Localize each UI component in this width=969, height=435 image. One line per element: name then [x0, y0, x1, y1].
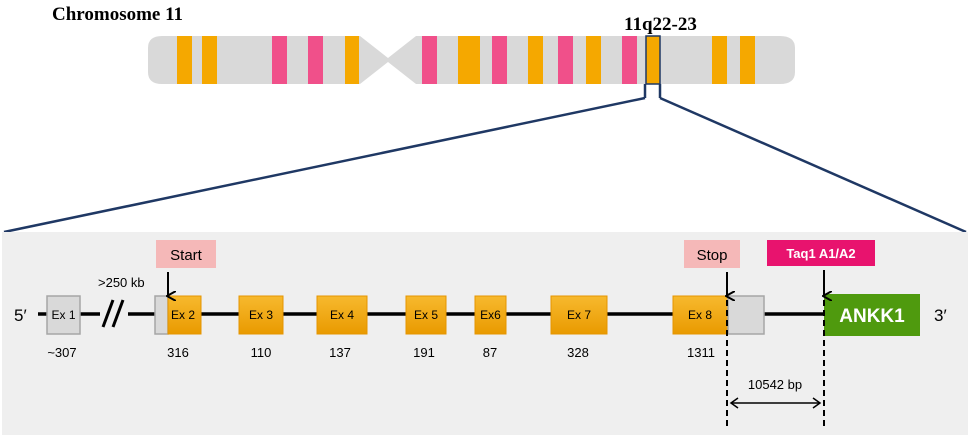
distance-label: 10542 bp	[748, 377, 802, 392]
exon-label: Ex 3	[249, 308, 273, 322]
band	[422, 36, 437, 84]
band	[272, 36, 287, 84]
ankk1-label: ANKK1	[839, 306, 905, 327]
chromosome-bands	[177, 35, 755, 85]
exon-size: 1311	[687, 345, 715, 360]
band	[458, 36, 480, 84]
exon-label: Ex 7	[567, 308, 591, 322]
zoom-lines	[3, 84, 967, 234]
band	[202, 36, 217, 84]
exon-label: Ex 4	[330, 308, 354, 322]
exon-4: Ex 4 137	[316, 295, 368, 360]
band	[740, 36, 755, 84]
chromosome-ideogram	[148, 35, 795, 85]
exon-size: 110	[251, 345, 272, 360]
gap-label: >250 kb	[98, 275, 145, 290]
exon-size: 328	[567, 345, 589, 360]
exon-2: Ex 2 316	[154, 295, 202, 360]
band-11q22-23	[645, 35, 661, 85]
exon-3: Ex 3 110	[238, 295, 284, 360]
exon-7: Ex 7 328	[550, 295, 608, 360]
taq1-marker: Taq1 A1/A2	[767, 240, 875, 296]
exon-size: 191	[413, 345, 435, 360]
exon-5: Ex 5 191	[405, 295, 447, 360]
band	[345, 36, 359, 84]
band	[177, 36, 192, 84]
exon-label: Ex6	[480, 308, 501, 322]
exon-label: Ex 5	[414, 308, 438, 322]
exon-8: Ex 8 1311	[672, 295, 765, 360]
exon-size: 137	[329, 345, 351, 360]
exon-6: Ex6 87	[474, 295, 507, 360]
ankk1-gene: ANKK1	[824, 294, 920, 336]
band	[492, 36, 507, 84]
break-mark	[101, 299, 125, 328]
band	[558, 36, 573, 84]
stop-marker: Stop	[684, 240, 740, 296]
band	[308, 36, 323, 84]
exon-size: 87	[483, 345, 497, 360]
start-label: Start	[170, 247, 203, 264]
five-prime-label: 5′	[14, 306, 27, 325]
exon-label: Ex 8	[688, 308, 712, 322]
band	[712, 36, 727, 84]
band	[586, 36, 601, 84]
exon-1: Ex 1 ~307	[46, 295, 81, 360]
exon-label: Ex 1	[51, 308, 75, 322]
taq1-label: Taq1 A1/A2	[786, 246, 855, 261]
distance-guides	[726, 300, 825, 430]
distance-arrow: 10542 bp	[729, 377, 822, 409]
band	[622, 36, 637, 84]
exon-size: ~307	[47, 345, 76, 360]
chromosome-title: Chromosome 11	[52, 4, 183, 25]
exon-label: Ex 2	[171, 308, 195, 322]
exon-size: 316	[167, 345, 189, 360]
three-prime-label: 3′	[934, 306, 947, 325]
locus-label: 11q22-23	[624, 14, 697, 35]
start-marker: Start	[156, 240, 216, 296]
stop-label: Stop	[697, 247, 728, 264]
band	[528, 36, 543, 84]
